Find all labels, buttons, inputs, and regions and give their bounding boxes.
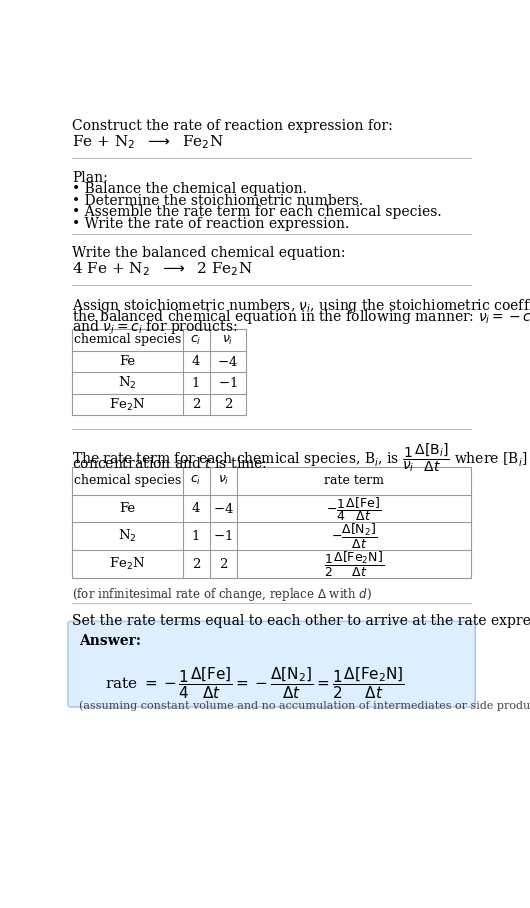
Text: • Write the rate of reaction expression.: • Write the rate of reaction expression.	[73, 217, 350, 231]
Text: • Balance the chemical equation.: • Balance the chemical equation.	[73, 183, 307, 196]
Text: rate $= -\dfrac{1}{4}\dfrac{\Delta[\mathrm{Fe}]}{\Delta t} = -\dfrac{\Delta[\mat: rate $= -\dfrac{1}{4}\dfrac{\Delta[\math…	[105, 665, 405, 701]
Text: $-$4: $-$4	[217, 354, 238, 369]
Text: Fe$_2$N: Fe$_2$N	[109, 556, 146, 572]
Text: $-$1: $-$1	[218, 376, 237, 390]
Text: 1: 1	[192, 377, 200, 390]
Text: $c_i$: $c_i$	[190, 333, 202, 347]
Text: Fe$_2$N: Fe$_2$N	[109, 397, 146, 413]
Text: $-$1: $-$1	[214, 529, 233, 543]
Text: $-$4: $-$4	[213, 501, 234, 516]
Text: Plan:: Plan:	[73, 171, 108, 184]
Text: N$_2$: N$_2$	[118, 528, 137, 545]
Text: Answer:: Answer:	[78, 634, 140, 648]
Text: the balanced chemical equation in the following manner: $\nu_i = -c_i$ for react: the balanced chemical equation in the fo…	[73, 308, 530, 326]
Text: 2: 2	[219, 558, 227, 570]
Text: 2: 2	[192, 398, 200, 411]
Text: The rate term for each chemical species, B$_i$, is $\dfrac{1}{\nu_i}\dfrac{\Delt: The rate term for each chemical species,…	[73, 440, 530, 474]
Text: 2: 2	[224, 398, 232, 411]
Text: 4: 4	[192, 502, 200, 515]
Text: • Determine the stoichiometric numbers.: • Determine the stoichiometric numbers.	[73, 193, 364, 208]
Text: Set the rate terms equal to each other to arrive at the rate expression:: Set the rate terms equal to each other t…	[73, 614, 530, 628]
Text: N$_2$: N$_2$	[118, 375, 137, 391]
Text: • Assemble the rate term for each chemical species.: • Assemble the rate term for each chemic…	[73, 205, 442, 219]
Text: concentration and $t$ is time:: concentration and $t$ is time:	[73, 456, 268, 471]
Text: $-\dfrac{\Delta[\mathrm{N_2}]}{\Delta t}$: $-\dfrac{\Delta[\mathrm{N_2}]}{\Delta t}…	[331, 522, 377, 551]
Text: $\nu_i$: $\nu_i$	[217, 474, 229, 488]
Text: chemical species: chemical species	[74, 333, 181, 347]
Text: 4 Fe + N$_2$  $\longrightarrow$  2 Fe$_2$N: 4 Fe + N$_2$ $\longrightarrow$ 2 Fe$_2$N	[73, 261, 253, 279]
Text: Assign stoichiometric numbers, $\nu_i$, using the stoichiometric coefficients, $: Assign stoichiometric numbers, $\nu_i$, …	[73, 297, 530, 315]
Text: $\dfrac{1}{2}\dfrac{\Delta[\mathrm{Fe_2N}]}{\Delta t}$: $\dfrac{1}{2}\dfrac{\Delta[\mathrm{Fe_2N…	[324, 549, 384, 578]
Text: and $\nu_i = c_i$ for products:: and $\nu_i = c_i$ for products:	[73, 319, 238, 336]
Text: Write the balanced chemical equation:: Write the balanced chemical equation:	[73, 246, 346, 260]
Text: 4: 4	[192, 355, 200, 368]
Text: Fe: Fe	[119, 502, 136, 515]
Text: $c_i$: $c_i$	[190, 474, 202, 488]
Text: (assuming constant volume and no accumulation of intermediates or side products): (assuming constant volume and no accumul…	[78, 700, 530, 711]
Text: $\nu_i$: $\nu_i$	[222, 333, 234, 347]
Text: (for infinitesimal rate of change, replace $\Delta$ with $d$): (for infinitesimal rate of change, repla…	[73, 586, 373, 603]
FancyBboxPatch shape	[68, 621, 475, 707]
Bar	[73, 330, 246, 416]
Text: Construct the rate of reaction expression for:: Construct the rate of reaction expressio…	[73, 119, 393, 133]
Text: 2: 2	[192, 558, 200, 570]
Text: $-\dfrac{1}{4}\dfrac{\Delta[\mathrm{Fe}]}{\Delta t}$: $-\dfrac{1}{4}\dfrac{\Delta[\mathrm{Fe}]…	[326, 495, 382, 522]
Text: 1: 1	[192, 529, 200, 543]
Text: rate term: rate term	[324, 474, 384, 488]
Text: chemical species: chemical species	[74, 474, 181, 488]
Text: Fe: Fe	[119, 355, 136, 368]
Bar	[73, 467, 471, 577]
Text: Fe + N$_2$  $\longrightarrow$  Fe$_2$N: Fe + N$_2$ $\longrightarrow$ Fe$_2$N	[73, 133, 224, 152]
